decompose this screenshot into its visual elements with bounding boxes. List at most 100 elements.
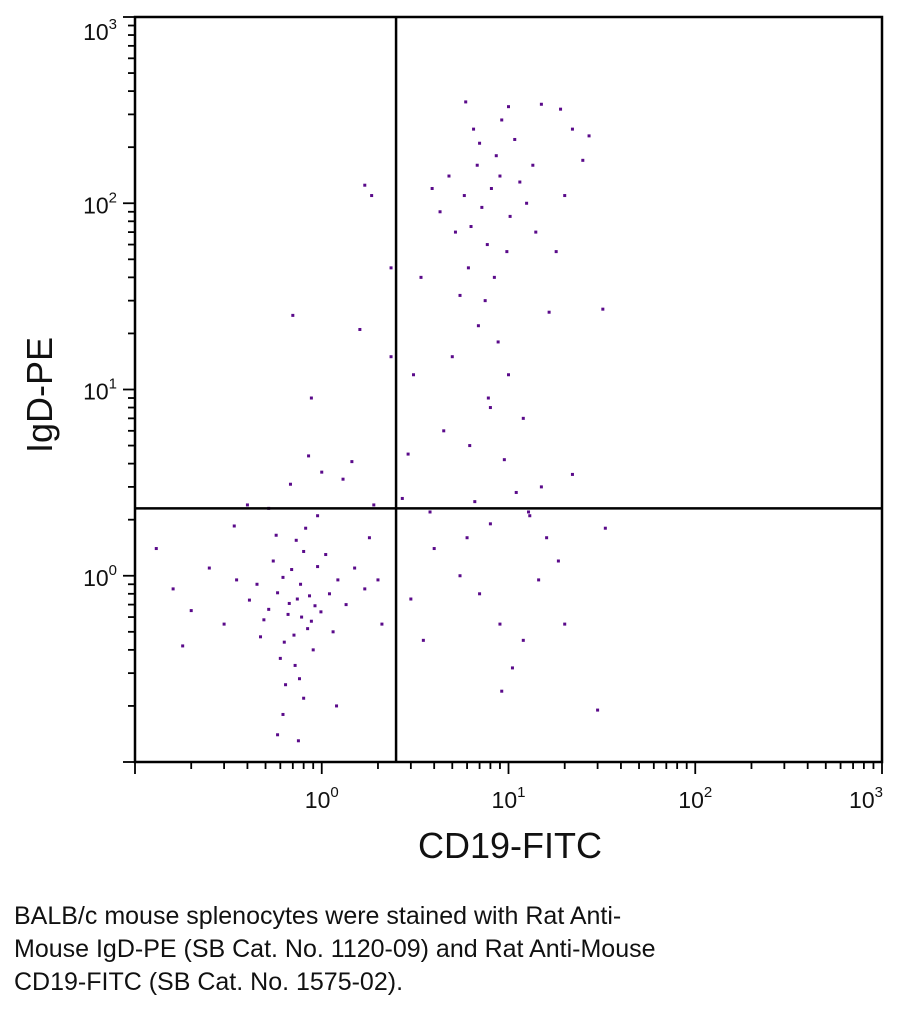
data-point: [581, 158, 585, 162]
data-point: [247, 598, 251, 602]
data-point: [473, 500, 477, 504]
data-point: [222, 622, 226, 626]
data-point: [171, 587, 175, 591]
data-point: [291, 313, 295, 317]
data-point: [525, 201, 529, 205]
data-point: [421, 638, 425, 642]
caption-line-3: CD19-FITC (SB Cat. No. 1575-02).: [14, 968, 404, 996]
data-point: [294, 538, 298, 542]
data-point: [372, 503, 376, 507]
flow-cytometry-plot: 100 101 102 103 100 101 102 103 CD19-FITC IgD-…: [19, 15, 884, 866]
data-point: [327, 592, 331, 596]
data-point: [432, 547, 436, 551]
data-point: [534, 230, 538, 234]
data-point: [596, 708, 600, 712]
data-point: [513, 137, 517, 141]
data-point: [311, 648, 315, 652]
data-point: [341, 477, 345, 481]
data-point: [465, 536, 469, 540]
data-point: [500, 689, 504, 693]
data-point: [464, 100, 468, 104]
data-point: [507, 105, 510, 109]
y-axis-title: IgD-PE: [19, 337, 60, 453]
data-point: [189, 609, 193, 613]
data-point: [363, 183, 367, 187]
data-point: [528, 514, 532, 518]
data-point: [154, 547, 158, 551]
data-point: [207, 566, 211, 570]
data-point: [559, 107, 563, 111]
data-point: [409, 597, 413, 601]
data-point: [335, 704, 339, 708]
data-point: [320, 470, 324, 474]
y-tick-label: 100: [83, 562, 117, 591]
data-point: [316, 514, 320, 518]
data-point: [500, 118, 504, 122]
data-point: [462, 194, 466, 198]
data-point: [488, 406, 492, 410]
data-point: [308, 594, 312, 598]
data-point: [485, 243, 489, 247]
data-point: [554, 250, 558, 254]
data-point: [299, 582, 303, 586]
x-axis-ticks: 100 101 102 103: [134, 762, 883, 813]
data-point: [496, 340, 500, 344]
data-point: [468, 444, 472, 448]
data-point: [570, 127, 574, 131]
data-point: [296, 739, 300, 743]
data-point: [331, 630, 335, 634]
data-point: [502, 458, 506, 462]
data-point: [267, 607, 271, 611]
data-point: [276, 733, 280, 737]
data-point: [370, 194, 374, 198]
data-point: [297, 677, 301, 681]
data-point: [442, 429, 446, 433]
data-point: [281, 575, 285, 579]
data-point: [472, 127, 476, 131]
data-point: [181, 644, 185, 648]
data-point: [489, 187, 493, 191]
data-point: [492, 275, 496, 279]
data-point: [313, 604, 317, 608]
data-point: [428, 510, 432, 514]
data-point: [232, 524, 236, 528]
data-point: [438, 210, 442, 214]
data-point: [480, 205, 484, 209]
data-point: [521, 638, 525, 642]
data-point: [518, 180, 522, 184]
data-point: [587, 134, 591, 138]
data-point: [458, 293, 462, 297]
data-point: [545, 536, 549, 540]
data-point: [412, 373, 416, 377]
data-point: [514, 490, 518, 494]
data-point: [521, 416, 525, 420]
data-point: [274, 533, 278, 537]
data-point: [262, 618, 266, 622]
data-point: [358, 327, 362, 331]
data-point: [475, 163, 479, 167]
data-point: [271, 559, 275, 563]
figure-caption: BALB/c mouse splenocytes were stained wi…: [14, 900, 894, 999]
data-point: [380, 622, 384, 626]
data-point: [259, 635, 263, 639]
data-point: [537, 578, 541, 582]
data-point: [245, 503, 249, 507]
data-point: [286, 612, 290, 616]
data-point: [302, 696, 306, 700]
y-axis-ticks: 100 101 102 103: [83, 16, 135, 763]
data-point: [603, 526, 607, 530]
data-point: [458, 574, 462, 578]
data-point: [531, 163, 535, 167]
data-point: [486, 396, 490, 400]
data-point: [293, 663, 297, 667]
data-point: [466, 266, 470, 270]
data-point: [450, 355, 454, 359]
data-point: [447, 174, 451, 178]
data-point: [389, 355, 393, 359]
x-axis-title: CD19-FITC: [418, 825, 602, 866]
data-point: [556, 559, 560, 563]
data-point: [389, 266, 393, 270]
data-point: [350, 460, 354, 464]
data-point: [494, 154, 498, 158]
data-point: [344, 603, 348, 607]
